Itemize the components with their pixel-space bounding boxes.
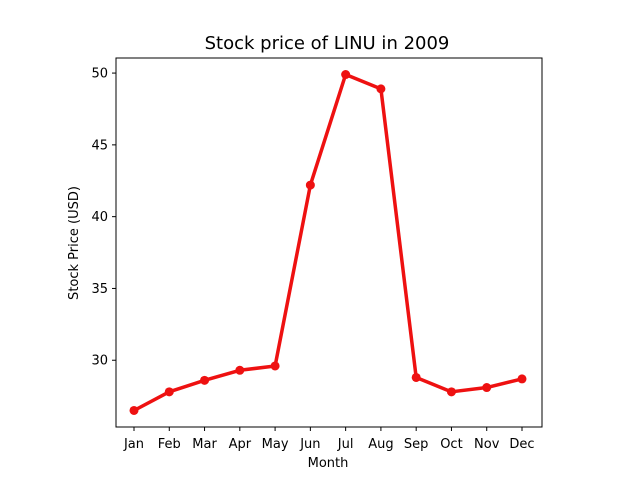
x-axis-label: Month [308,456,349,471]
x-tick-label: Dec [509,437,534,452]
data-point-feb [164,387,174,397]
data-point-dec [517,374,527,384]
x-tick-label: Oct [440,437,462,452]
x-tick-label: Sep [404,437,429,452]
data-point-nov [482,383,492,393]
price-line [132,72,524,413]
x-tick-label: Feb [158,437,181,452]
series-line [132,72,524,413]
y-axis-label: Stock Price (USD) [67,186,82,300]
data-point-oct [446,387,456,397]
data-point-mar [200,375,210,385]
y-tick-label: 35 [91,282,108,297]
x-tick-label: Mar [192,437,217,452]
x-tick-label: May [262,437,289,452]
x-tick-label: Aug [368,437,393,452]
series-markers [129,70,527,415]
chart-title: Stock price of LINU in 2009 [205,33,450,54]
x-tick-label: Jan [123,437,144,452]
x-axis: Jan Feb Mar Apr May Jun Jul Aug Sep Oct Nov Dec [123,427,535,452]
data-point-jun [305,180,315,190]
y-axis: 30 35 40 45 50 [91,67,116,369]
x-tick-label: Jun [299,437,320,452]
y-tick-label: 30 [91,354,108,369]
data-point-aug [376,84,386,94]
data-point-jul [341,70,351,80]
plot-area [115,57,543,428]
y-tick-label: 50 [91,67,108,82]
x-tick-label: Nov [474,437,500,452]
y-tick-label: 40 [91,210,108,225]
x-tick-label: Jul [337,437,354,452]
x-tick-label: Apr [229,437,252,452]
data-point-apr [235,365,245,375]
data-point-jan [129,405,139,415]
data-point-may [270,361,280,371]
y-tick-label: 45 [91,138,108,153]
data-point-sep [411,372,421,382]
